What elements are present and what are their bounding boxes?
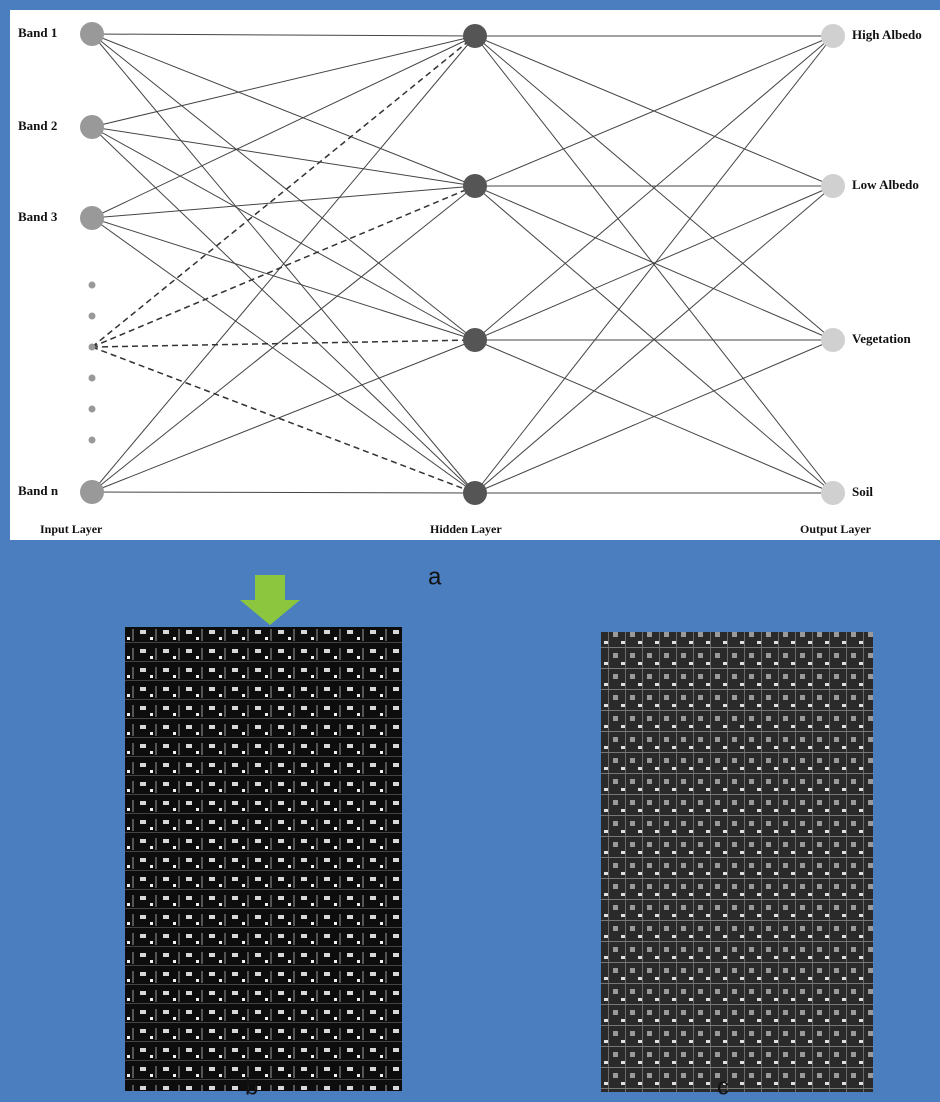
output-node-label: Low Albedo [852, 177, 919, 192]
output-node [821, 174, 845, 198]
ellipsis-dot [89, 313, 96, 320]
image-c [601, 632, 873, 1092]
figure: Band 1 Band 2 Band 3 Band n High Albedo … [0, 0, 940, 1102]
ellipsis-dot [89, 406, 96, 413]
input-node-label: Band 1 [18, 25, 57, 40]
input-node [80, 206, 104, 230]
input-node [80, 115, 104, 139]
ellipsis-dot [89, 282, 96, 289]
layer-label: Input Layer [40, 522, 103, 536]
input-node [80, 22, 104, 46]
page: Band 1 Band 2 Band 3 Band n High Albedo … [0, 0, 940, 1102]
ellipsis-dot [89, 375, 96, 382]
hidden-node [463, 328, 487, 352]
image-b [125, 627, 402, 1091]
hidden-node [463, 24, 487, 48]
ellipsis-dot [89, 437, 96, 444]
input-node-label: Band 2 [18, 118, 57, 133]
layer-label: Hidden Layer [430, 522, 502, 536]
output-node-label: Soil [852, 484, 873, 499]
output-node [821, 481, 845, 505]
panel-label: c [717, 1073, 729, 1100]
panel-label: a [428, 563, 442, 590]
hidden-node [463, 174, 487, 198]
output-node-label: High Albedo [852, 27, 922, 42]
input-node [80, 480, 104, 504]
input-node-label: Band 3 [18, 209, 58, 224]
hidden-node [463, 481, 487, 505]
ellipsis-dot [89, 344, 96, 351]
panel-label: b [245, 1073, 258, 1100]
input-node-label: Band n [18, 483, 59, 498]
diagram-panel [10, 10, 940, 540]
layer-label: Output Layer [800, 522, 872, 536]
output-node [821, 24, 845, 48]
output-node [821, 328, 845, 352]
output-node-label: Vegetation [852, 331, 912, 346]
arrow [240, 575, 300, 625]
